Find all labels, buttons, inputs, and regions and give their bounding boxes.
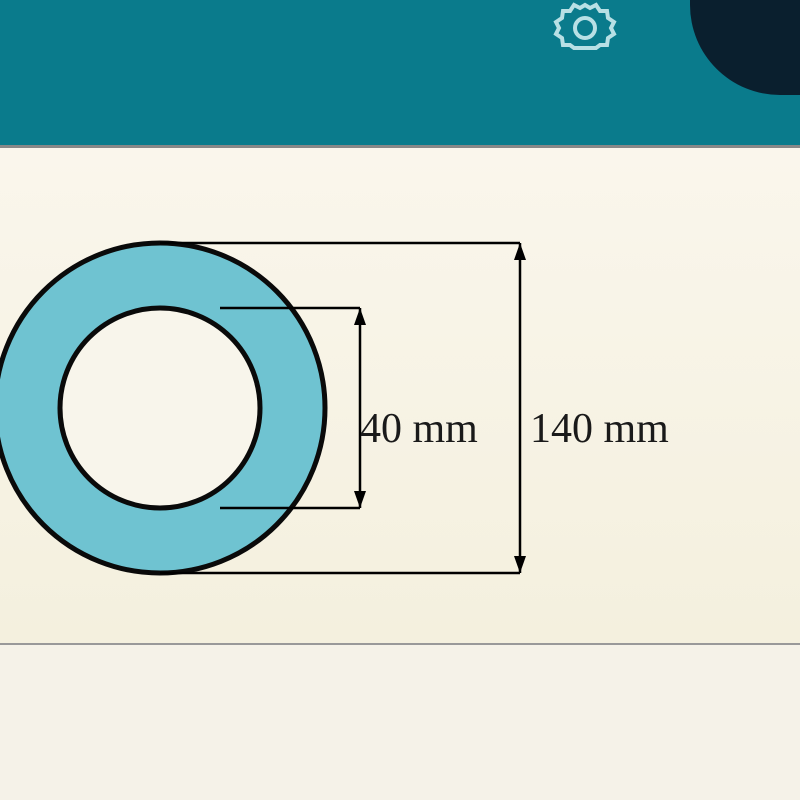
outer-diameter-label: 140 mm	[530, 405, 669, 453]
diagram-container: 40 mm 140 mm	[20, 168, 780, 623]
diagram-area: 40 mm 140 mm	[0, 145, 800, 645]
header-corner-shape	[690, 0, 800, 95]
header-bar	[0, 0, 800, 145]
inner-diameter-label: 40 mm	[360, 405, 478, 453]
gear-icon[interactable]	[550, 0, 620, 55]
bottom-area	[0, 645, 800, 800]
